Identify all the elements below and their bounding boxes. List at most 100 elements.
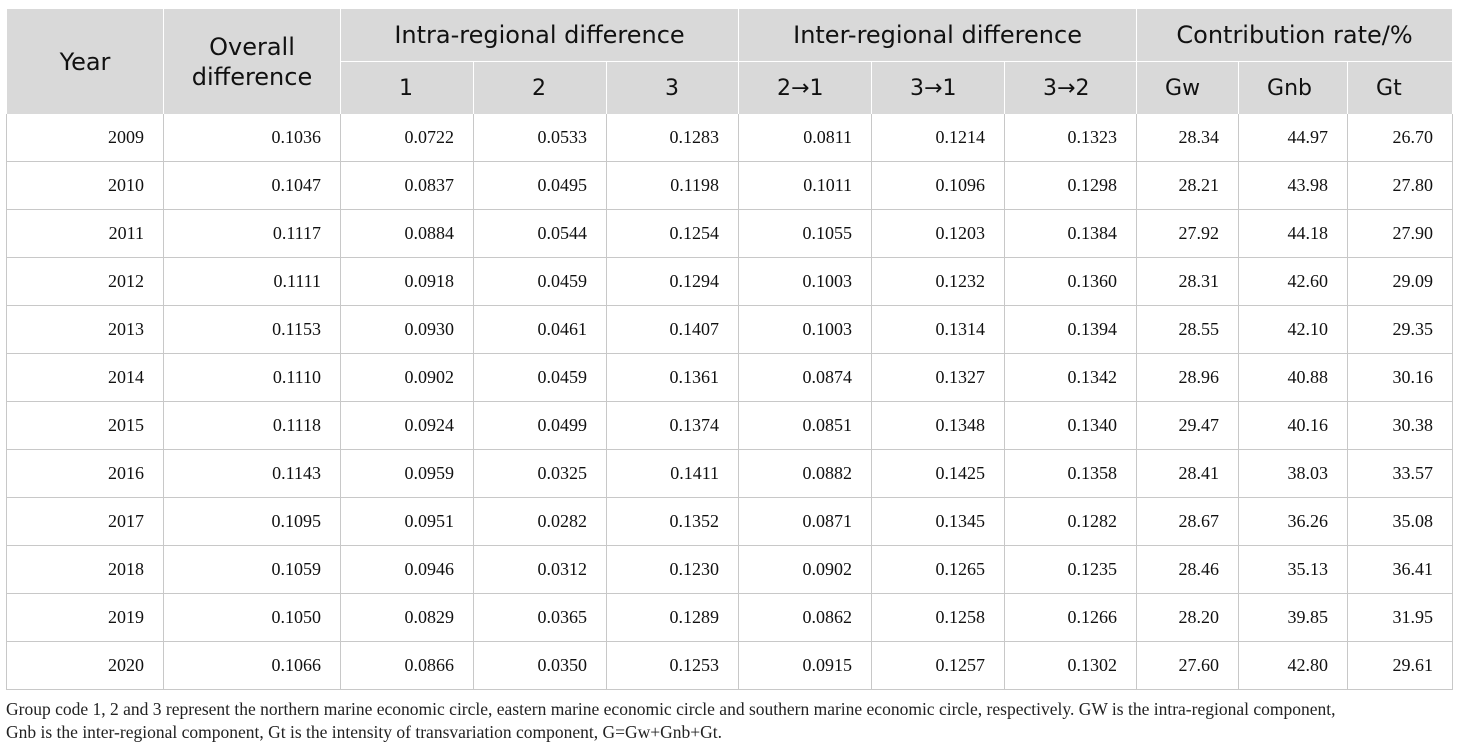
cell-inter-2-1: 0.1011 [738,161,873,210]
cell-inter-3-2: 0.1360 [1004,257,1138,306]
cell-inter-3-2: 0.1342 [1004,353,1138,402]
table-row: 2012 0.1111 0.0918 0.0459 0.1294 0.1003 0.1232… [6,257,1454,306]
cell-gnb: 39.85 [1238,593,1349,642]
cell-year: 2011 [6,209,164,258]
cell-year: 2018 [6,545,164,594]
cell-intra-3: 0.1294 [605,257,740,306]
cell-overall-difference: 0.1059 [163,545,341,594]
cell-intra-2: 0.0350 [473,641,607,690]
cell-gw: 28.67 [1136,497,1240,546]
cell-gt: 29.35 [1347,305,1454,354]
cell-inter-2-1: 0.0902 [738,545,873,594]
cell-inter-3-1: 0.1265 [871,545,1006,594]
table-row: 2014 0.1110 0.0902 0.0459 0.1361 0.0874 0.1327… [6,353,1454,402]
cell-gw: 28.21 [1136,161,1240,210]
cell-overall-difference: 0.1095 [163,497,341,546]
cell-intra-1: 0.0946 [340,545,474,594]
cell-gt: 36.41 [1347,545,1454,594]
cell-inter-2-1: 0.0882 [738,449,873,498]
cell-intra-3: 0.1283 [605,114,740,162]
cell-inter-3-2: 0.1235 [1004,545,1138,594]
cell-gt: 29.61 [1347,641,1454,690]
cell-intra-2: 0.0459 [473,257,607,306]
cell-intra-1: 0.0884 [340,209,474,258]
cell-intra-1: 0.0837 [340,161,474,210]
cell-intra-2: 0.0461 [473,305,607,354]
cell-gnb: 42.80 [1238,641,1349,690]
cell-inter-2-1: 0.0862 [738,593,873,642]
header-sub-row: 1 2 3 2→1 3→1 3→2 Gw Gnb Gt [7,61,1454,114]
cell-inter-3-1: 0.1327 [871,353,1006,402]
cell-inter-3-1: 0.1348 [871,401,1006,450]
cell-inter-2-1: 0.1003 [738,257,873,306]
cell-intra-3: 0.1254 [605,209,740,258]
cell-inter-2-1: 0.0851 [738,401,873,450]
header-inter-regional: Inter-regional difference [738,9,1138,62]
cell-intra-1: 0.0951 [340,497,474,546]
cell-year: 2009 [6,114,164,162]
cell-overall-difference: 0.1143 [163,449,341,498]
header-intra-regional: Intra-regional difference [339,9,740,62]
cell-year: 2010 [6,161,164,210]
header-group-row: Year Overall difference Intra-regional d… [6,9,1454,114]
cell-inter-3-1: 0.1314 [871,305,1006,354]
cell-intra-1: 0.0959 [340,449,474,498]
cell-gw: 27.92 [1136,209,1240,258]
cell-intra-2: 0.0533 [473,114,607,162]
cell-inter-3-1: 0.1214 [871,114,1006,162]
cell-intra-1: 0.0924 [340,401,474,450]
cell-inter-2-1: 0.0871 [738,497,873,546]
subheader-gt: Gt [1347,61,1454,114]
cell-inter-3-2: 0.1298 [1004,161,1138,210]
cell-overall-difference: 0.1036 [163,114,341,162]
cell-gt: 26.70 [1347,114,1454,162]
cell-intra-3: 0.1411 [605,449,740,498]
cell-year: 2012 [6,257,164,306]
cell-overall-difference: 0.1118 [163,401,341,450]
header-overall-line2: difference [191,62,313,91]
cell-intra-2: 0.0365 [473,593,607,642]
cell-gw: 27.60 [1136,641,1240,690]
cell-inter-3-2: 0.1282 [1004,497,1138,546]
cell-gw: 28.20 [1136,593,1240,642]
cell-overall-difference: 0.1153 [163,305,341,354]
cell-gt: 30.16 [1347,353,1454,402]
cell-gnb: 44.97 [1238,114,1349,162]
cell-intra-1: 0.0866 [340,641,474,690]
cell-overall-difference: 0.1050 [163,593,341,642]
cell-gw: 28.41 [1136,449,1240,498]
subheader-intra-1: 1 [340,61,474,114]
cell-gnb: 35.13 [1238,545,1349,594]
cell-intra-3: 0.1352 [605,497,740,546]
cell-gnb: 43.98 [1238,161,1349,210]
cell-inter-2-1: 0.0811 [738,114,873,162]
table-body: 2009 0.1036 0.0722 0.0533 0.1283 0.0811 0.1214… [6,114,1454,690]
table-row: 2017 0.1095 0.0951 0.0282 0.1352 0.0871 0.1345… [6,497,1454,546]
cell-overall-difference: 0.1110 [163,353,341,402]
cell-overall-difference: 0.1117 [163,209,341,258]
cell-inter-2-1: 0.0915 [738,641,873,690]
cell-inter-3-1: 0.1203 [871,209,1006,258]
cell-intra-3: 0.1361 [605,353,740,402]
cell-inter-3-1: 0.1345 [871,497,1006,546]
cell-overall-difference: 0.1047 [163,161,341,210]
cell-inter-2-1: 0.0874 [738,353,873,402]
cell-gw: 28.31 [1136,257,1240,306]
cell-inter-2-1: 0.1003 [738,305,873,354]
cell-gw: 28.34 [1136,114,1240,162]
cell-gnb: 36.26 [1238,497,1349,546]
cell-intra-3: 0.1198 [605,161,740,210]
table-row: 2013 0.1153 0.0930 0.0461 0.1407 0.1003 0.1314… [6,305,1454,354]
cell-intra-2: 0.0499 [473,401,607,450]
header-overall-difference: Overall difference [163,9,341,114]
cell-year: 2020 [6,641,164,690]
cell-inter-3-2: 0.1340 [1004,401,1138,450]
cell-gt: 27.90 [1347,209,1454,258]
cell-gt: 30.38 [1347,401,1454,450]
table-row: 2018 0.1059 0.0946 0.0312 0.1230 0.0902 0.1265… [6,545,1454,594]
data-table-container: Year Overall difference Intra-regional d… [6,9,1454,690]
cell-gnb: 40.88 [1238,353,1349,402]
cell-gt: 27.80 [1347,161,1454,210]
cell-gnb: 44.18 [1238,209,1349,258]
cell-intra-2: 0.0282 [473,497,607,546]
